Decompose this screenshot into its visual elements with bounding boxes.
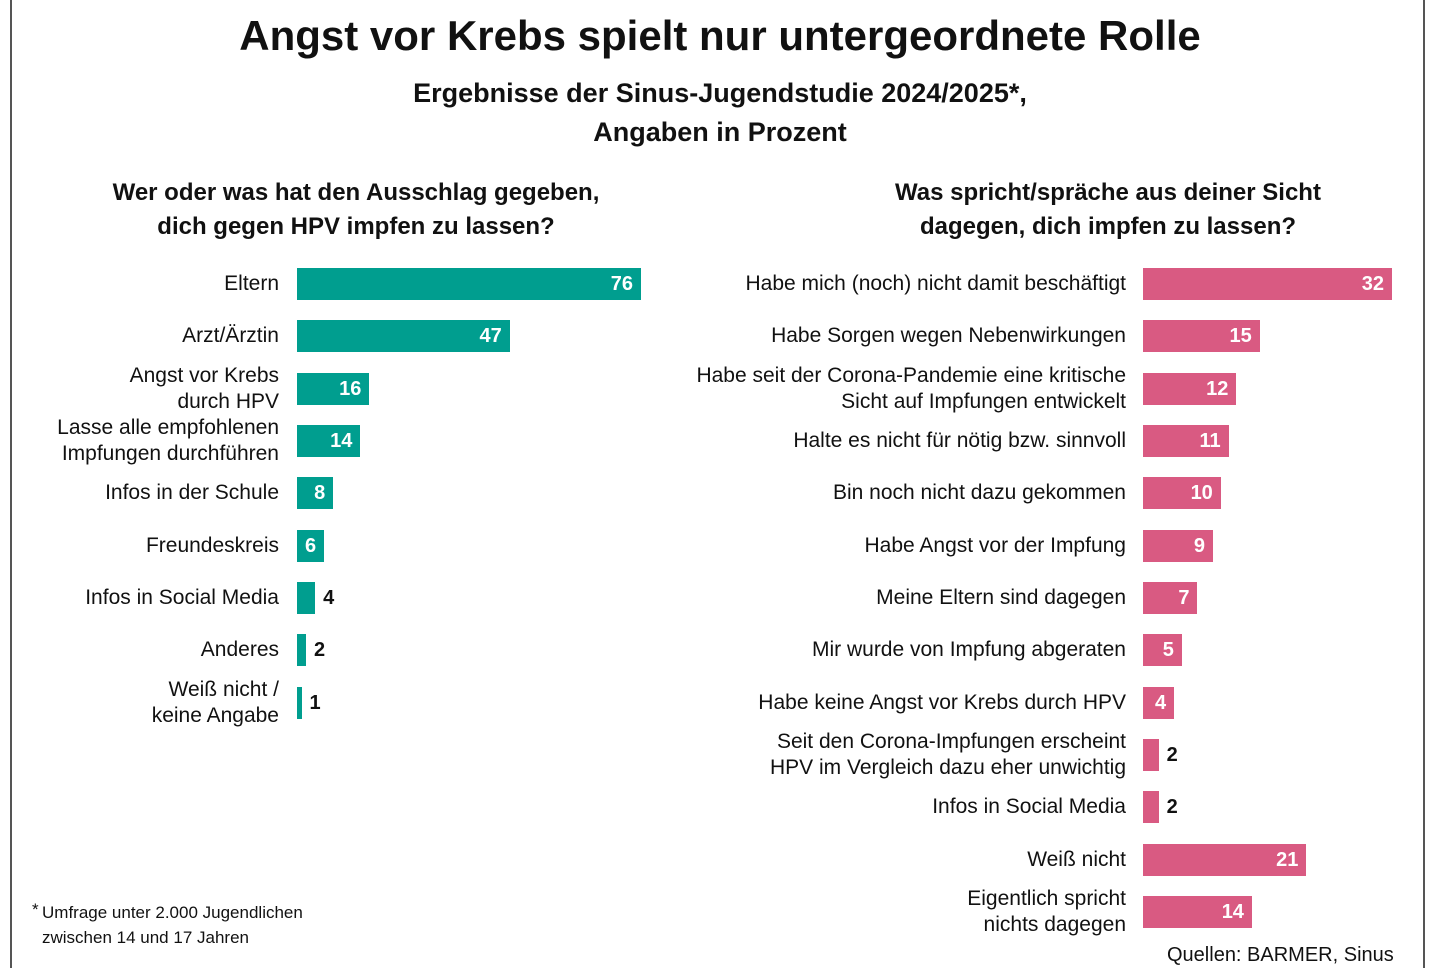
value-label: 12 — [1206, 377, 1229, 400]
bar — [1143, 320, 1260, 353]
value-label: 2 — [314, 639, 326, 662]
value-label: 4 — [1155, 691, 1167, 714]
category-label: Infos in Social Media — [85, 585, 279, 609]
category-label: Seit den Corona-Impfungen erscheint HPV … — [769, 729, 1126, 779]
category-label: Eigentlich spricht nichts dagegen — [967, 886, 1126, 936]
bar — [297, 477, 334, 510]
value-label: 47 — [479, 325, 502, 348]
value-label: 2 — [1166, 796, 1178, 819]
title: Angst vor Krebs spielt nur untergeordnet… — [239, 12, 1201, 59]
bar — [1143, 686, 1175, 719]
value-label: 9 — [1193, 534, 1206, 557]
value-label: 32 — [1361, 273, 1384, 295]
subtitle: Ergebnisse der Sinus-Jugendstudie 2024/2… — [413, 78, 1027, 147]
value-label: 76 — [610, 273, 633, 295]
bar — [1143, 843, 1307, 876]
bar — [297, 686, 302, 719]
category-label: Eltern — [224, 272, 279, 295]
bar — [297, 424, 361, 457]
value-label: 11 — [1199, 429, 1221, 452]
value-label: 6 — [305, 534, 317, 557]
bar — [1143, 581, 1198, 614]
category-label: Bin noch nicht dazu gekommen — [832, 481, 1126, 505]
footnote: Umfrage unter 2.000 Jugendlichen zwische… — [42, 903, 303, 947]
chart-question: Was spricht/spräche aus deiner Sicht dag… — [895, 179, 1321, 240]
bar — [297, 268, 641, 300]
value-label: 14 — [1221, 900, 1244, 923]
bar — [297, 372, 370, 405]
category-label: Halte es nicht für nötig bzw. sinnvoll — [793, 428, 1126, 452]
value-label: 4 — [323, 586, 335, 609]
bar — [1143, 791, 1159, 824]
bar — [1143, 895, 1252, 928]
value-label: 21 — [1276, 848, 1299, 871]
category-label: Infos in der Schule — [105, 481, 279, 505]
category-label: Arzt/Ärztin — [182, 324, 279, 348]
bar — [1143, 529, 1214, 562]
value-label: 5 — [1162, 639, 1174, 662]
source: Quellen: BARMER, Sinus — [1167, 944, 1394, 966]
bar — [1143, 424, 1229, 457]
category-label: Habe keine Angst vor Krebs durch HPV — [758, 690, 1126, 714]
value-label: 2 — [1166, 743, 1178, 766]
category-label: Freundeskreis — [145, 533, 279, 557]
value-label: 8 — [314, 482, 326, 505]
value-label: 14 — [330, 429, 353, 452]
category-label: Lasse alle empfohlenen Impfungen durchfü… — [57, 415, 279, 465]
value-label: 16 — [339, 377, 362, 400]
category-label: Mir wurde von Impfung abgeraten — [811, 638, 1126, 662]
value-label: 15 — [1229, 325, 1252, 348]
value-label: 7 — [1178, 586, 1190, 609]
frame — [10, 0, 1425, 968]
value-label: 1 — [309, 691, 321, 714]
category-label: Habe seit der Corona-Pandemie eine kriti… — [696, 363, 1126, 413]
footnote-marker: * — [32, 900, 39, 919]
category-label: Habe Angst vor der Impfung — [864, 533, 1127, 557]
bar — [1143, 477, 1221, 510]
bar — [297, 320, 510, 353]
bar — [297, 529, 325, 562]
category-label: Infos in Social Media — [932, 795, 1126, 819]
bar — [297, 581, 316, 614]
category-label: Habe mich (noch) nicht damit beschäftigt — [745, 272, 1126, 295]
category-label: Anderes — [200, 638, 279, 662]
category-label: Weiß nicht / keine Angabe — [151, 677, 279, 727]
category-label: Weiß nicht — [1027, 847, 1126, 871]
category-label: Angst vor Krebs durch HPV — [129, 363, 279, 413]
bar — [1143, 268, 1392, 300]
bar — [1143, 738, 1159, 771]
bar — [297, 634, 307, 667]
category-label: Meine Eltern sind dagegen — [876, 585, 1126, 609]
category-label: Habe Sorgen wegen Nebenwirkungen — [771, 324, 1126, 348]
value-label: 10 — [1190, 482, 1213, 505]
bar — [1143, 372, 1237, 405]
chart-question: Wer oder was hat den Ausschlag gegeben, … — [112, 179, 600, 240]
bar — [1143, 634, 1182, 667]
